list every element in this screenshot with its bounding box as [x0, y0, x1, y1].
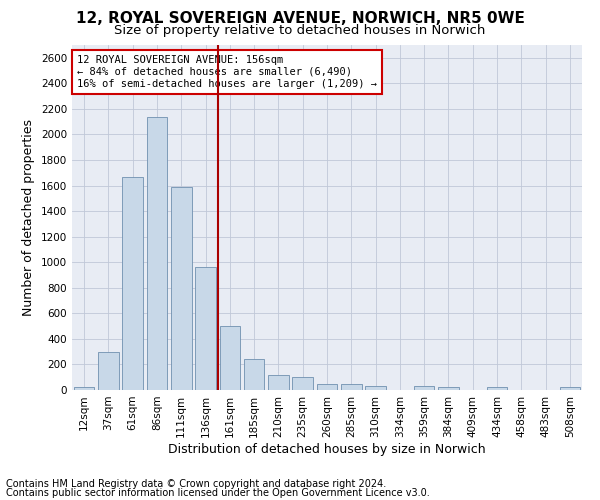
Bar	[341, 384, 362, 390]
Bar	[74, 387, 94, 390]
X-axis label: Distribution of detached houses by size in Norwich: Distribution of detached houses by size …	[168, 442, 486, 456]
Bar	[98, 352, 119, 390]
Y-axis label: Number of detached properties: Number of detached properties	[22, 119, 35, 316]
Text: Size of property relative to detached houses in Norwich: Size of property relative to detached ho…	[115, 24, 485, 37]
Bar	[268, 374, 289, 390]
Bar	[220, 326, 240, 390]
Bar	[171, 187, 191, 390]
Bar	[438, 388, 459, 390]
Bar	[365, 386, 386, 390]
Bar	[146, 116, 167, 390]
Bar	[560, 387, 580, 390]
Bar	[122, 176, 143, 390]
Text: 12 ROYAL SOVEREIGN AVENUE: 156sqm
← 84% of detached houses are smaller (6,490)
1: 12 ROYAL SOVEREIGN AVENUE: 156sqm ← 84% …	[77, 56, 377, 88]
Bar	[317, 384, 337, 390]
Text: 12, ROYAL SOVEREIGN AVENUE, NORWICH, NR5 0WE: 12, ROYAL SOVEREIGN AVENUE, NORWICH, NR5…	[76, 11, 524, 26]
Bar	[244, 358, 265, 390]
Text: Contains HM Land Registry data © Crown copyright and database right 2024.: Contains HM Land Registry data © Crown c…	[6, 479, 386, 489]
Bar	[414, 386, 434, 390]
Text: Contains public sector information licensed under the Open Government Licence v3: Contains public sector information licen…	[6, 488, 430, 498]
Bar	[292, 377, 313, 390]
Bar	[487, 388, 508, 390]
Bar	[195, 268, 216, 390]
